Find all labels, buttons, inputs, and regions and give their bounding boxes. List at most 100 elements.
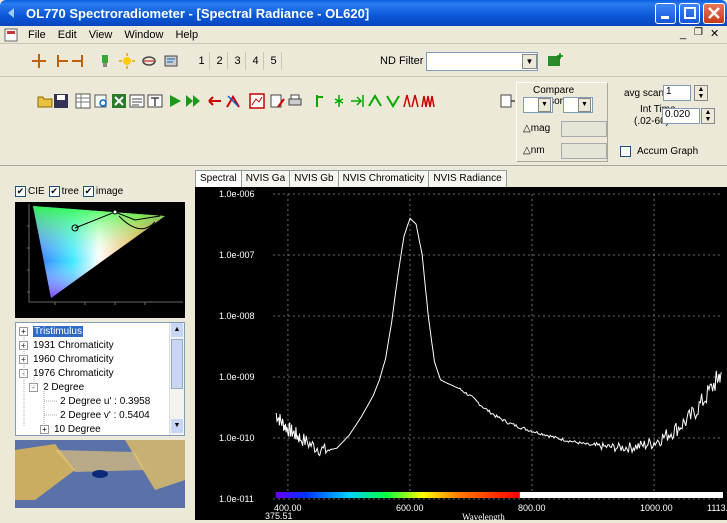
delta-mag-symbol: △ — [523, 123, 531, 134]
tree-checkbox[interactable]: ✔ — [48, 186, 60, 197]
tree-item-label: Tristimulus — [33, 326, 83, 337]
y-tick-label: 1.0e-007 — [219, 250, 255, 260]
lamp-icon[interactable] — [96, 52, 114, 70]
cursor-b-select[interactable]: ▼ — [563, 97, 593, 113]
delta-mag-field — [561, 121, 607, 137]
fast-forward-icon[interactable] — [184, 92, 202, 110]
x-axis-label: Wavelength — [462, 512, 505, 520]
page-button-4[interactable]: 4 — [248, 52, 264, 70]
menu-window[interactable]: Window — [124, 28, 164, 41]
menu-bar: File Edit View Window Help _ ❐ ✕ — [0, 26, 727, 44]
image-checkbox[interactable]: ✔ — [82, 186, 94, 197]
delta-nm-symbol: △ — [523, 145, 531, 156]
y-tick-label: 1.0e-006 — [219, 189, 255, 199]
int-time-spinner[interactable]: ▲ ▼ — [701, 108, 715, 124]
notes-icon[interactable] — [268, 92, 286, 110]
maximize-button[interactable] — [679, 3, 700, 24]
delta-nm-label: △nm — [523, 145, 545, 156]
scroll-down-icon[interactable]: ▼ — [171, 419, 183, 433]
tab-nvis-chromaticity[interactable]: NVIS Chromaticity — [337, 170, 430, 187]
visible-spectrum-bar — [275, 492, 520, 498]
tree-item-label: 2 Degree u' : 0.3958 — [60, 396, 151, 407]
play-icon[interactable] — [166, 92, 184, 110]
cursor-right-icon[interactable] — [70, 52, 88, 70]
compare-icon[interactable] — [206, 92, 224, 110]
export-window-icon[interactable] — [498, 92, 516, 110]
tab-bar: Spectral NVIS Ga NVIS Gb NVIS Chromatici… — [195, 170, 507, 188]
excel-icon[interactable] — [110, 92, 128, 110]
avg-scans-label: avg scans — [624, 88, 670, 99]
tab-nvis-ga[interactable]: NVIS Ga — [240, 170, 291, 187]
tree-item[interactable]: 2 Degree v' : 0.5404 — [60, 409, 150, 422]
y-tick-label: 1.0e-010 — [219, 433, 255, 443]
delta-mag-label: △mag — [523, 123, 550, 134]
int-time-input[interactable]: 0.020 — [662, 108, 700, 124]
tree-item-label: 2 Degree — [43, 382, 85, 393]
tree-scrollbar[interactable]: ▲ ▼ — [169, 323, 184, 435]
mdi-minimize-button[interactable]: _ — [680, 28, 687, 40]
close-button[interactable] — [703, 3, 725, 24]
graph-window-icon[interactable] — [248, 92, 266, 110]
page-button-2[interactable]: 2 — [212, 52, 228, 70]
compare-cursors-group: Compare Cursors ▼ ▼ △mag △nm — [516, 82, 608, 162]
x-tick-label: 600.00 — [396, 503, 424, 513]
page-button-3[interactable]: 3 — [230, 52, 246, 70]
int-time-label: Int Time — [640, 104, 676, 115]
mdi-restore-button[interactable]: ❐ — [694, 27, 703, 38]
marker-icon[interactable] — [312, 92, 330, 110]
cursor-a-dropdown-icon[interactable]: ▼ — [538, 98, 551, 112]
clear-spectrum-icon[interactable] — [224, 92, 242, 110]
cursor-left-icon[interactable] — [52, 52, 70, 70]
minimize-button[interactable] — [655, 3, 676, 24]
menu-edit[interactable]: Edit — [57, 28, 77, 41]
multi-peak-icon[interactable] — [402, 92, 420, 110]
int-time-range: (.02-60) — [634, 116, 670, 127]
scroll-thumb[interactable] — [171, 339, 183, 389]
avg-scans-input[interactable]: 1 — [663, 85, 691, 101]
sun-icon[interactable] — [118, 52, 136, 70]
toolbar-top: 1 2 3 4 5 ND Filter ▼ — [0, 45, 727, 77]
add-filter-icon[interactable] — [546, 51, 564, 69]
cie-checkbox[interactable]: ✔ — [15, 186, 26, 197]
tree-item[interactable]: 2 Degree u' : 0.3958 — [60, 395, 150, 408]
avg-scans-spinner[interactable]: ▲ ▼ — [694, 85, 708, 101]
open-file-icon[interactable] — [36, 92, 54, 110]
spectral-plot[interactable]: 1.0e-006 1.0e-007 1.0e-008 1.0e-009 1.0e-010… — [195, 187, 727, 522]
delta-nm-field — [561, 143, 607, 159]
toolbar-main: Compare Cursors ▼ ▼ △mag △nm avg scans 1… — [0, 78, 727, 166]
camera-image — [15, 440, 185, 508]
tab-nvis-gb[interactable]: NVIS Gb — [289, 170, 339, 187]
tree-item-label: 1960 Chromaticity — [33, 354, 114, 365]
spreadsheet-icon[interactable] — [74, 92, 92, 110]
report-icon[interactable] — [128, 92, 146, 110]
cursor-b-dropdown-icon[interactable]: ▼ — [578, 98, 591, 112]
crosshair-icon[interactable] — [30, 52, 48, 70]
peak-icon[interactable] — [330, 92, 348, 110]
mdi-close-button[interactable]: ✕ — [710, 28, 720, 40]
print-preview-icon[interactable] — [92, 92, 110, 110]
page-button-5[interactable]: 5 — [266, 52, 282, 70]
menu-help[interactable]: Help — [175, 28, 199, 41]
valley-icon[interactable] — [384, 92, 402, 110]
peak-up-icon[interactable] — [366, 92, 384, 110]
settings-tool-icon[interactable] — [162, 52, 180, 70]
tree-item-label: 10 Degree — [54, 424, 101, 435]
cursor-a-select[interactable]: ▼ — [523, 97, 553, 113]
doc-icon — [4, 28, 18, 42]
arrow-right-marker-icon[interactable] — [348, 92, 366, 110]
filter-icon[interactable] — [140, 52, 158, 70]
nd-filter-select[interactable] — [426, 52, 538, 71]
tab-nvis-radiance[interactable]: NVIS Radiance — [428, 170, 507, 187]
text-tool-icon[interactable] — [146, 92, 164, 110]
menu-view[interactable]: View — [88, 28, 113, 41]
nd-filter-dropdown-icon[interactable]: ▼ — [522, 54, 537, 69]
accum-graph-checkbox[interactable]: Accum Graph — [620, 146, 698, 157]
page-button-1[interactable]: 1 — [194, 52, 210, 70]
x-tick-label: 800.00 — [518, 503, 546, 513]
scroll-up-icon[interactable]: ▲ — [171, 323, 183, 337]
save-icon[interactable] — [52, 92, 70, 110]
printer-icon[interactable] — [286, 92, 304, 110]
tab-spectral[interactable]: Spectral — [195, 170, 242, 188]
spectrum-peaks-icon[interactable] — [420, 92, 438, 110]
menu-file[interactable]: File — [28, 28, 46, 41]
